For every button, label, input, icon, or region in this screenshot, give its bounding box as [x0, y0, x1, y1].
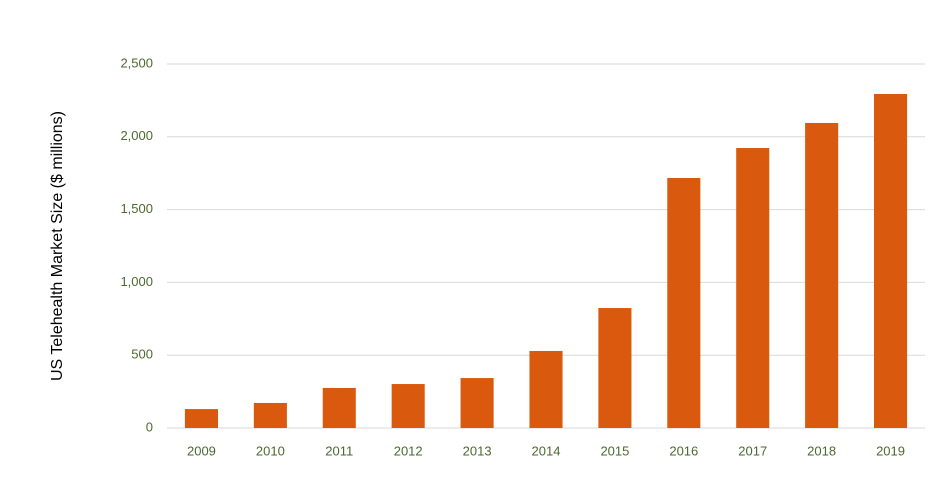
- x-tick-label: 2017: [738, 443, 767, 458]
- x-tick-label: 2014: [532, 443, 561, 458]
- x-tick-label: 2015: [600, 443, 629, 458]
- bar: [736, 148, 770, 428]
- y-tick-label: 1,000: [120, 274, 153, 289]
- bar: [529, 350, 563, 428]
- bar: [805, 122, 839, 428]
- bar: [322, 387, 356, 428]
- x-tick-label: 2011: [325, 443, 353, 458]
- y-tick-label: 2,000: [120, 128, 153, 143]
- x-tick-label: 2013: [463, 443, 492, 458]
- x-tick-label: 2010: [256, 443, 285, 458]
- bar: [667, 178, 701, 428]
- bar: [460, 378, 494, 428]
- y-tick-label: 2,500: [120, 55, 153, 70]
- x-tick-label: 2018: [807, 443, 836, 458]
- y-tick-label: 500: [131, 347, 153, 362]
- x-tick-label: 2009: [187, 443, 216, 458]
- bar: [598, 308, 632, 428]
- x-tick-label: 2012: [394, 443, 423, 458]
- y-tick-label: 1,500: [120, 201, 153, 216]
- y-axis-title: US Telehealth Market Size ($ millions): [49, 111, 66, 381]
- bar: [391, 384, 425, 428]
- bar: [874, 93, 908, 429]
- bar: [253, 402, 287, 428]
- y-tick-label: 0: [146, 419, 153, 434]
- x-tick-label: 2016: [669, 443, 698, 458]
- x-tick-label: 2019: [876, 443, 905, 458]
- bar: [184, 409, 218, 428]
